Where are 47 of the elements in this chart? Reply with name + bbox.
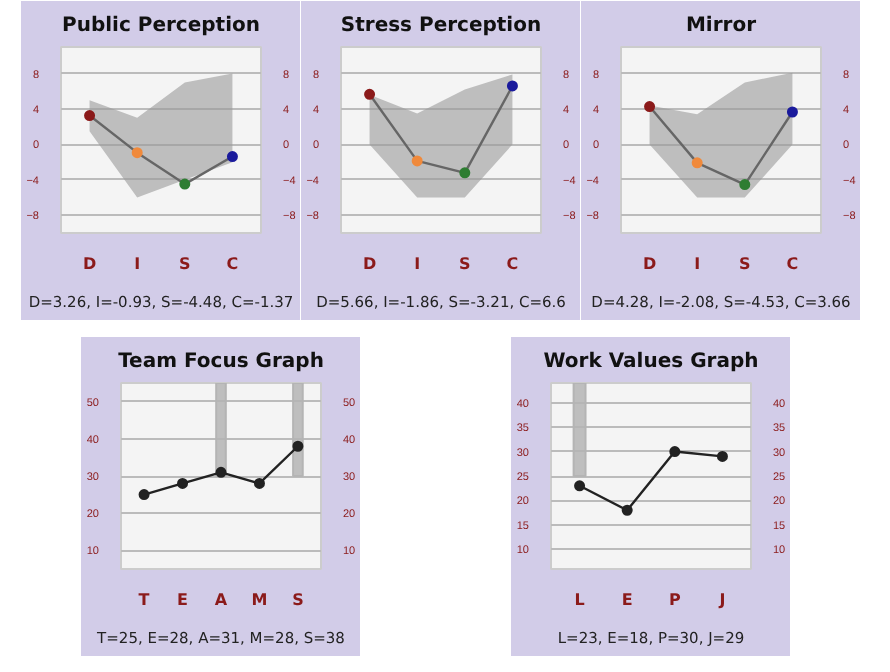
x-tick-label: J [717,591,726,609]
x-tick-label: M [251,591,268,609]
x-tick-label: C [786,255,799,273]
x-tick-label: S [179,255,192,273]
point [179,178,191,190]
point [364,88,376,100]
point [644,101,656,113]
point [621,504,633,516]
x-tick-label: I [134,255,141,273]
x-tick-label: L [574,591,585,609]
point [253,477,265,489]
point [131,147,143,159]
x-tick-label: T [138,591,151,609]
x-tick-label: D [82,255,97,273]
x-tick-label: S [739,255,752,273]
x-tick-label: C [226,255,239,273]
point [669,446,681,458]
x-tick-label: A [214,591,229,609]
chart-title: Work Values Graph [543,351,759,373]
chart-title: Team Focus Graph [118,351,324,373]
chart-title: Stress Perception [340,15,542,37]
point [506,80,518,92]
x-tick-label: E [621,591,633,609]
point [739,179,751,191]
x-tick-label: I [694,255,701,273]
point [411,155,423,167]
point [459,167,471,179]
point [84,110,96,122]
point [138,489,150,501]
chart-title: Public Perception [62,15,260,37]
point [574,480,586,492]
point [177,477,189,489]
x-tick-label: P [668,591,681,609]
point [786,106,798,118]
point [215,466,227,478]
point [716,450,728,462]
x-tick-label: D [642,255,657,273]
point [226,151,238,163]
chart-title: Mirror [685,15,757,37]
x-tick-label: S [459,255,472,273]
point [691,157,703,169]
x-tick-label: S [292,591,305,609]
x-tick-label: D [362,255,377,273]
x-tick-label: I [414,255,421,273]
point [292,440,304,452]
x-tick-label: E [177,591,189,609]
x-tick-label: C [506,255,519,273]
